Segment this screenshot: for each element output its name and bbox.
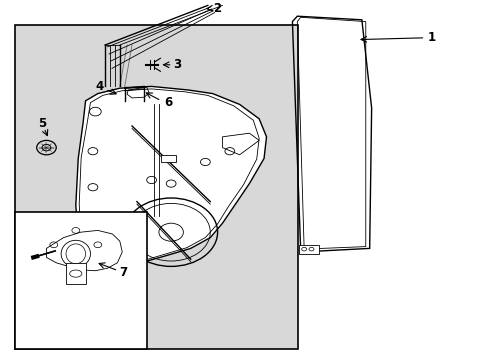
Bar — [15, 25, 298, 349]
Text: 4: 4 — [95, 80, 103, 93]
Bar — [299, 245, 318, 254]
Bar — [15, 212, 146, 349]
Bar — [161, 155, 176, 162]
Bar — [66, 263, 85, 284]
Polygon shape — [76, 86, 266, 270]
Text: 2: 2 — [213, 2, 221, 15]
Text: 6: 6 — [164, 96, 172, 109]
Text: 3: 3 — [173, 58, 181, 71]
Text: 1: 1 — [427, 31, 434, 44]
Text: 5: 5 — [39, 117, 46, 130]
Text: 7: 7 — [119, 266, 127, 279]
